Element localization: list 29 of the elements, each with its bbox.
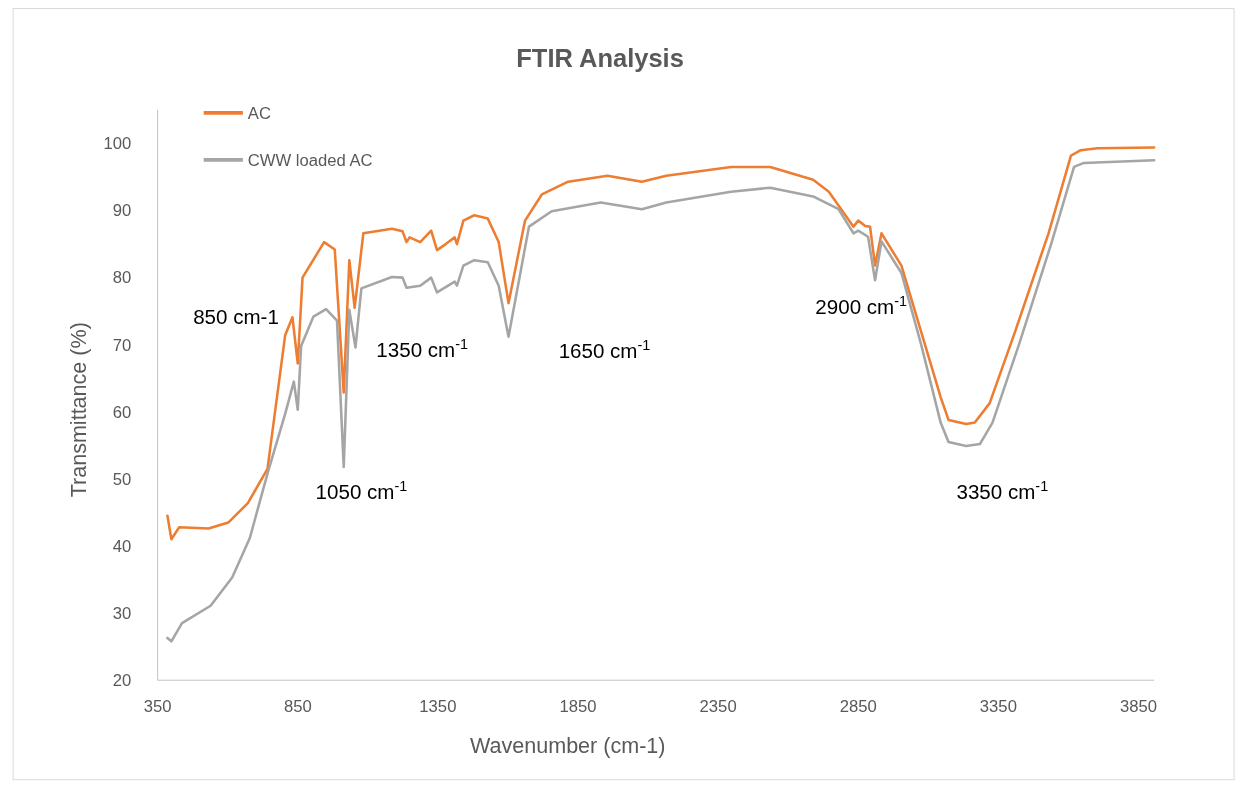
y-tick-label: 90 xyxy=(112,201,132,221)
x-tick-label: 3350 xyxy=(979,696,1017,716)
annotation: 1050 cm$^{-1}$ xyxy=(315,478,408,504)
x-axis-title: Wavenumber (cm-1) xyxy=(469,732,666,758)
y-tick-label: 60 xyxy=(112,402,132,422)
x-tick-label: 1350 xyxy=(419,696,457,716)
x-tick-label: 2850 xyxy=(839,696,877,716)
x-tick-label: 3850 xyxy=(1119,696,1158,716)
annotation: 1650 cm$^{-1}$ xyxy=(558,337,651,363)
line-series xyxy=(166,146,1156,541)
annotation: 850 cm-1 xyxy=(193,304,279,328)
x-tick-label: 350 xyxy=(143,696,172,716)
x-tick-label: 850 xyxy=(283,696,312,716)
annotation: 2900 cm$^{-1}$ xyxy=(815,293,908,319)
y-tick-label: 70 xyxy=(112,335,132,355)
y-axis-title: Transmittance (%) xyxy=(66,322,92,498)
annotation: 3350 cm$^{-1}$ xyxy=(956,478,1049,504)
y-tick-label: 50 xyxy=(112,469,132,489)
legend-label: CWW loaded AC xyxy=(247,150,373,170)
annotation: 1350 cm$^{-1}$ xyxy=(376,336,469,362)
y-tick-label: 20 xyxy=(112,671,132,691)
y-tick-label: 80 xyxy=(112,268,132,288)
legend-label: AC xyxy=(247,103,271,123)
y-tick-label: 40 xyxy=(112,536,132,556)
y-tick-label: 30 xyxy=(112,603,132,623)
chart-title: FTIR Analysis xyxy=(516,43,684,72)
x-tick-label: 1850 xyxy=(559,696,597,716)
y-tick-label: 100 xyxy=(103,134,132,154)
x-tick-label: 2350 xyxy=(699,696,737,716)
